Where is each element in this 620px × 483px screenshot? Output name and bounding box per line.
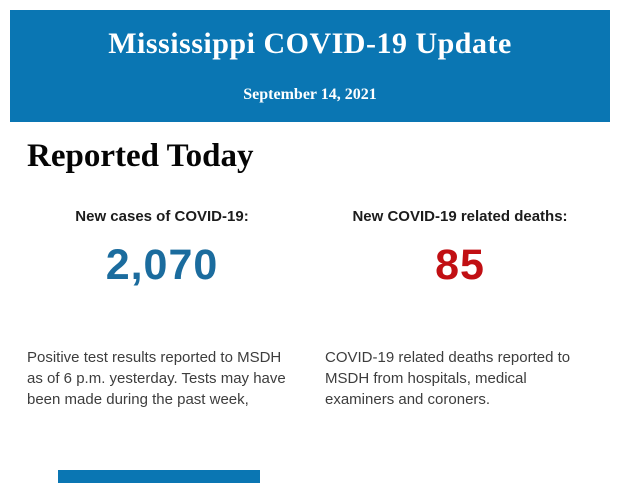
- new-deaths-value: 85: [435, 241, 485, 289]
- next-section-banner-partial: [58, 470, 260, 483]
- new-cases-label: New cases of COVID-19:: [75, 208, 249, 225]
- new-cases-value: 2,070: [105, 241, 219, 289]
- page-title: Mississippi COVID-19 Update: [108, 27, 512, 60]
- stat-col-new-cases: New cases of COVID-19: 2,070 Positive te…: [27, 208, 297, 410]
- section-heading-reported-today: Reported Today: [27, 138, 254, 174]
- new-cases-description: Positive test results reported to MSDH a…: [27, 349, 286, 408]
- header-banner: Mississippi COVID-19 Update September 14…: [10, 10, 610, 122]
- stat-col-new-deaths: New COVID-19 related deaths: 85 COVID-19…: [325, 208, 595, 410]
- stats-row: New cases of COVID-19: 2,070 Positive te…: [27, 208, 595, 410]
- report-date: September 14, 2021: [243, 86, 377, 103]
- new-deaths-description: COVID-19 related deaths reported to MSDH…: [325, 349, 571, 408]
- new-deaths-label: New COVID-19 related deaths:: [352, 208, 568, 225]
